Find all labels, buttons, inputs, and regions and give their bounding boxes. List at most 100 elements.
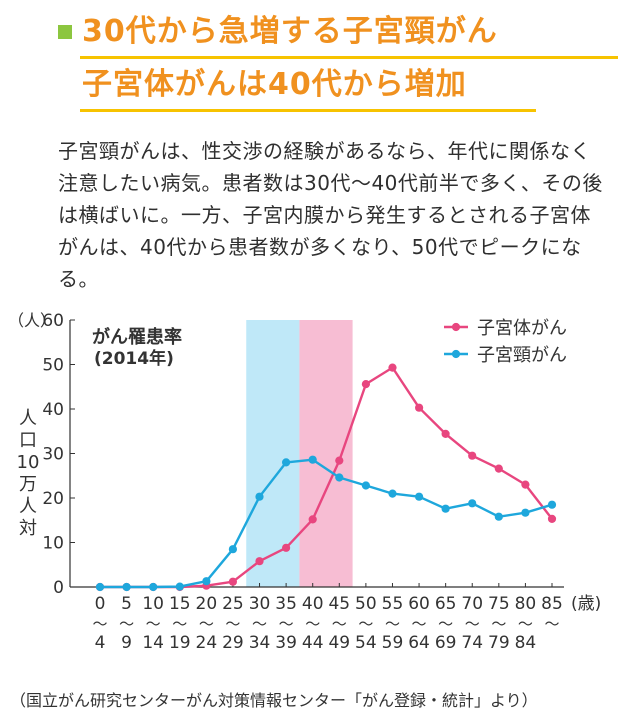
series-point-1-15 [494,512,503,521]
headline-text-2: 子宮体がんは40代から増加 [82,67,467,102]
headline-line-2: 子宮体がんは40代から増加 [58,65,618,105]
x-tick-label-end-6: 34 [249,633,271,653]
x-tick-label-end-10: 54 [355,633,377,653]
headline-underline-2 [80,109,536,112]
x-tick-tilde-11: ～ [385,615,400,633]
y-axis-label-char-3: 万 [19,474,37,495]
series-point-1-2 [149,582,158,592]
y-axis-label-char-0: 人 [19,408,37,429]
x-tick-tilde-2: ～ [146,615,161,633]
series-point-1-16 [521,508,530,517]
series-point-0-7 [282,543,291,552]
headline: 30代から急増する子宮頸がん 子宮体がんは40代から増加 [58,12,618,118]
x-tick-label-end-9: 49 [328,633,350,653]
series-point-0-17 [547,514,557,523]
series-point-0-11 [388,363,397,372]
y-tick-label-60: 60 [42,311,64,331]
x-tick-label-end-15: 79 [488,633,510,653]
legend-marker-0 [451,322,461,332]
x-tick-tilde-7: ～ [279,615,294,633]
x-tick-tilde-6: ～ [252,615,267,633]
x-tick-label-start-11: 55 [382,594,404,614]
x-tick-label-start-4: 20 [196,594,218,614]
series-point-1-4 [202,577,211,586]
x-tick-label-end-11: 59 [382,633,404,653]
x-tick-tilde-13: ～ [438,615,453,633]
series-point-0-13 [441,429,450,438]
series-point-0-16 [521,480,530,489]
x-tick-label-end-8: 44 [302,633,324,653]
x-tick-label-start-7: 35 [275,594,297,614]
x-tick-tilde-8: ～ [305,615,320,633]
series-point-1-12 [415,492,424,501]
series-point-1-3 [175,582,184,591]
x-tick-tilde-9: ～ [332,615,347,633]
incidence-line-chart: 0102030405060（人）人口10万人対がん罹患率(2014年)0～45～… [8,311,601,653]
series-point-1-11 [388,489,397,498]
legend-label-0: 子宮体がん [477,318,567,339]
x-tick-label-start-8: 40 [302,594,324,614]
x-tick-tilde-17: ～ [544,615,559,633]
series-point-1-6 [255,492,264,501]
x-tick-label-end-12: 64 [408,633,430,653]
chart-title: がん罹患率 [92,326,182,348]
x-tick-label-start-5: 25 [222,594,244,614]
x-tick-label-end-13: 69 [435,633,457,653]
series-line-1 [100,458,553,589]
series-point-1-13 [441,504,450,513]
series-point-0-9 [335,456,344,465]
y-tick-label-10: 10 [42,534,64,554]
x-tick-label-start-9: 45 [328,594,350,614]
legend-label-1: 子宮頸がん [477,345,567,366]
x-tick-label-end-2: 14 [142,633,164,653]
series-point-0-14 [468,451,477,460]
y-tick-label-30: 30 [42,445,64,465]
x-tick-label-end-4: 24 [196,633,218,653]
x-tick-label-start-3: 15 [169,594,191,614]
x-tick-tilde-3: ～ [172,615,187,633]
series-point-0-5 [228,577,237,586]
y-axis-label-char-1: 口 [19,430,37,451]
x-tick-label-end-16: 84 [515,633,537,653]
x-tick-label-start-15: 75 [488,594,510,614]
x-tick-label-end-7: 39 [275,633,297,653]
series-point-0-12 [415,403,424,412]
headline-underline-1 [80,56,618,59]
legend-marker-1 [451,349,461,359]
x-tick-tilde-16: ～ [518,615,533,633]
highlight-band-1 [299,320,353,587]
series-point-1-0 [95,582,105,592]
series-point-1-9 [335,473,344,482]
series-point-0-8 [308,515,317,524]
x-tick-tilde-4: ～ [199,615,214,633]
x-tick-label-start-6: 30 [249,594,271,614]
series-point-0-6 [255,557,264,566]
x-tick-label-start-13: 65 [435,594,457,614]
headline-line-1: 30代から急増する子宮頸がん [58,12,618,52]
x-tick-tilde-15: ～ [491,615,506,633]
x-tick-label-start-16: 80 [515,594,537,614]
x-tick-tilde-14: ～ [465,615,480,633]
highlight-band-0 [246,320,300,587]
y-tick-label-40: 40 [42,400,64,420]
series-point-1-10 [361,481,370,490]
x-tick-label-start-12: 60 [408,594,430,614]
source-note: （国立がん研究センターがん対策情報センター「がん登録・統計」より） [10,691,538,710]
y-tick-label-20: 20 [42,489,64,509]
series-point-0-10 [361,380,370,389]
x-tick-label-start-14: 70 [461,594,483,614]
green-square-icon [58,25,72,39]
x-tick-label-end-5: 29 [222,633,244,653]
series-point-1-5 [228,545,237,554]
x-tick-label-start-2: 10 [142,594,164,614]
y-unit-label: （人） [8,311,56,330]
x-tick-label-start-0: 0 [95,594,106,614]
x-tick-label-end-0: 4 [95,633,106,653]
chart-subtitle: (2014年) [94,348,174,369]
series-point-1-17 [547,500,557,509]
x-tick-tilde-12: ～ [412,615,427,633]
series-point-1-14 [468,499,477,508]
series-point-0-15 [494,464,503,473]
x-tick-label-end-14: 74 [461,633,483,653]
x-tick-label-end-3: 19 [169,633,191,653]
